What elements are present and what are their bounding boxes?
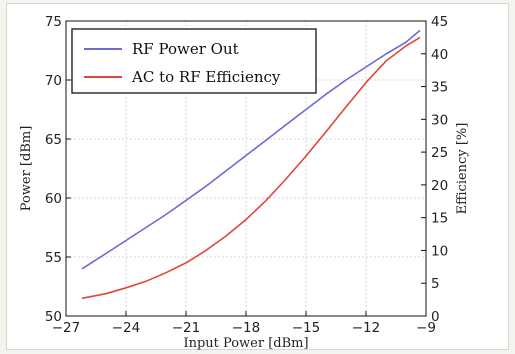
x-tick-label: −12 bbox=[352, 320, 381, 336]
y-tick-label: 75 bbox=[45, 14, 62, 30]
x-tick-label: −27 bbox=[52, 320, 81, 336]
y-tick-label: 65 bbox=[45, 132, 62, 148]
x-tick-label: −15 bbox=[292, 320, 321, 336]
y2-axis-label: Efficiency [%] bbox=[455, 123, 470, 215]
y-tick-label: 50 bbox=[45, 309, 62, 325]
y-tick-label: 55 bbox=[45, 250, 62, 266]
x-tick-label: −24 bbox=[112, 320, 141, 336]
y2-tick-label: 0 bbox=[431, 309, 440, 325]
y2-tick-label: 5 bbox=[431, 276, 440, 292]
y2-tick-label: 35 bbox=[431, 80, 448, 96]
y2-tick-label: 30 bbox=[431, 112, 448, 128]
series-line bbox=[81, 29, 421, 270]
y2-tick-label: 45 bbox=[431, 14, 448, 30]
series-line bbox=[81, 36, 421, 300]
legend-label: RF Power Out bbox=[132, 40, 239, 58]
y2-tick-label: 10 bbox=[431, 243, 448, 259]
y-tick-label: 60 bbox=[45, 191, 62, 207]
x-tick-label: −18 bbox=[232, 320, 261, 336]
legend-box bbox=[71, 28, 317, 94]
y2-tick-label: 15 bbox=[431, 211, 448, 227]
legend-label: AC to RF Efficiency bbox=[131, 68, 281, 86]
x-tick-label: −21 bbox=[172, 320, 201, 336]
y2-tick-label: 25 bbox=[431, 145, 448, 161]
x-axis-label: Input Power [dBm] bbox=[183, 336, 308, 351]
x-tick-label: −9 bbox=[416, 320, 436, 336]
y-axis-label: Power [dBm] bbox=[19, 126, 34, 212]
y-tick-label: 70 bbox=[45, 73, 62, 89]
y2-tick-label: 20 bbox=[431, 178, 448, 194]
y2-tick-label: 40 bbox=[431, 47, 448, 63]
